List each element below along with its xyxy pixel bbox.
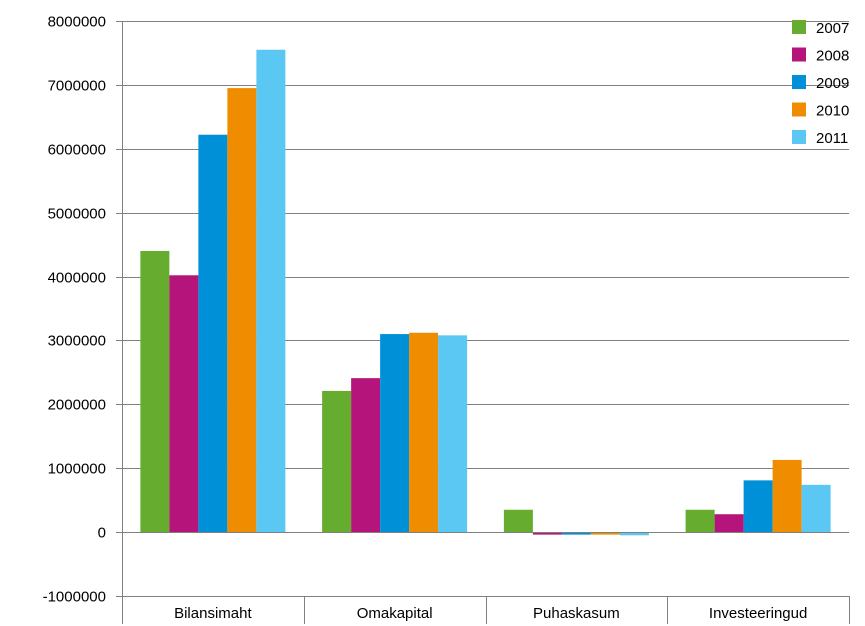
bar-investeeringud-2011 [801,484,831,533]
x-category-label: Investeeringud [709,605,807,622]
bar-puhaskasum-2010 [590,532,620,535]
bar-puhaskasum-2009 [561,532,591,535]
bar-bilansimaht-2007 [140,251,170,533]
y-tick-label: 7000000 [48,78,106,95]
y-tick-label: 5000000 [48,206,106,223]
x-category-label: Omakapital [357,605,433,622]
bar-omakapital-2011 [438,335,468,533]
bar-investeeringud-2007 [685,509,715,533]
legend-swatch-2008 [792,47,806,62]
axes [122,21,850,624]
bar-investeeringud-2009 [743,480,773,533]
bar-omakapital-2008 [351,378,381,533]
y-axis-ticks: 8000000 7000000 6000000 5000000 4000000 30000… [43,14,122,606]
bar-bilansimaht-2008 [169,275,199,533]
legend-swatch-2007 [792,20,806,34]
bar-investeeringud-2008 [714,514,744,533]
bar-puhaskasum-2008 [532,532,562,535]
y-tick-label: 3000000 [48,333,106,350]
bar-bilansimaht-2010 [227,88,257,533]
y-tick-label: 0 [98,525,106,542]
bar-omakapital-2007 [322,390,352,533]
bar-puhaskasum-2007 [503,509,533,533]
y-tick-label: 1000000 [48,461,106,478]
legend-label: 2010 [816,103,849,120]
y-tick-label: 6000000 [48,142,106,159]
bar-puhaskasum-2011 [619,532,649,536]
legend-label: 2011 [816,130,848,147]
bar-bilansimaht-2011 [256,49,286,533]
legend-swatch-2010 [792,102,806,117]
legend-label: 2009 [816,75,849,92]
legend-swatch-2009 [792,75,806,89]
bar-omakapital-2009 [380,334,410,533]
legend-swatch-2011 [792,130,806,144]
bar-investeeringud-2010 [772,459,802,533]
legend: 2007 2008 2009 2010 2011 [792,20,849,147]
y-tick-label: 8000000 [48,14,106,31]
bar-omakapital-2010 [409,332,439,533]
x-category-label: Puhaskasum [533,605,620,622]
legend-label: 2008 [816,48,849,65]
x-axis-category-labels: Bilansimaht Omakapital Puhaskasum Investeer… [174,605,807,622]
y-tick-label: 4000000 [48,270,106,287]
y-tick-label: 2000000 [48,397,106,414]
bar-bilansimaht-2009 [198,134,228,533]
bars [140,49,831,536]
x-category-label: Bilansimaht [174,605,252,622]
y-tick-label: -1000000 [43,589,106,606]
legend-label: 2007 [816,20,849,37]
